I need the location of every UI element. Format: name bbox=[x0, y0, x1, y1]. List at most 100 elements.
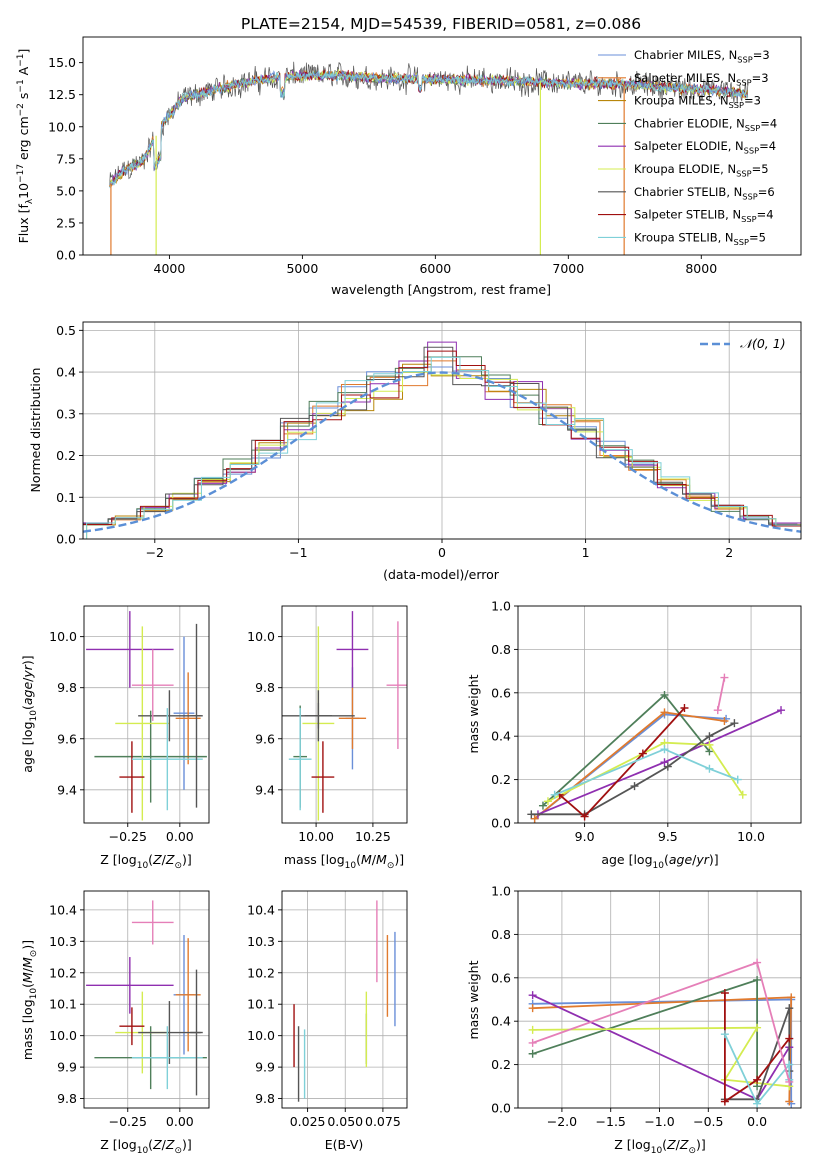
spectrum-xtick-label: 6000 bbox=[419, 261, 451, 276]
series-marker bbox=[720, 1097, 729, 1106]
series-marker bbox=[550, 790, 559, 799]
legend-entry-part: =3 bbox=[753, 48, 770, 62]
series-line bbox=[534, 711, 725, 820]
series-marker bbox=[753, 975, 762, 984]
legend-entry-part: SSP bbox=[736, 168, 751, 178]
weight-vs-z-xlabel-part: )] bbox=[696, 1137, 706, 1152]
age-vs-z-xlabel-part: ( bbox=[148, 852, 153, 867]
weight-vs-age-xlabel-part: )] bbox=[709, 852, 719, 867]
age-vs-mass-xlabel-part: )] bbox=[394, 852, 404, 867]
weight-vs-z-xtick-label: −1.5 bbox=[596, 1114, 626, 1129]
gaussian-curve bbox=[83, 371, 801, 533]
legend-entry: Chabrier ELODIE, NSSP=4 bbox=[634, 116, 777, 132]
mass-vs-z-xtick-label: −0.25 bbox=[109, 1114, 147, 1129]
spectrum-ylabel-part: −1 bbox=[16, 54, 26, 67]
age-vs-mass-xlabel-part: 10 bbox=[345, 861, 357, 871]
spectrum-ylabel-part: λ bbox=[25, 198, 35, 204]
series-marker bbox=[785, 1034, 794, 1043]
age-vs-z-ylabel-part: 10 bbox=[29, 710, 39, 722]
series-marker bbox=[785, 1060, 794, 1069]
residuals-ytick-label: 0.5 bbox=[56, 323, 76, 338]
age-vs-z-xlabel-part: )] bbox=[182, 852, 192, 867]
residuals-xlabel: (data-model)/error bbox=[383, 567, 500, 582]
series-marker bbox=[580, 812, 589, 821]
mass-vs-z-xlabel-part: / bbox=[162, 1137, 167, 1152]
mass-vs-z-ylabel-part: ⊙ bbox=[29, 950, 39, 958]
series-marker bbox=[538, 801, 547, 810]
series-line bbox=[532, 1026, 790, 1088]
spectrum-line bbox=[109, 70, 749, 189]
mass-vs-z-ytick-label: 9.9 bbox=[57, 1060, 77, 1075]
legend-entry-part: SSP bbox=[745, 123, 760, 133]
residuals-xtick-label: 1 bbox=[582, 545, 590, 560]
spectrum-axes bbox=[109, 61, 749, 255]
mass-vs-ebv-plot-area bbox=[293, 900, 396, 1102]
legend-entry-part: =5 bbox=[752, 162, 769, 176]
age-vs-mass-xlabel-part: M bbox=[361, 852, 372, 867]
weight-vs-z-plot-area bbox=[528, 958, 796, 1108]
series-line bbox=[724, 993, 791, 1104]
mass-vs-z-xtick-label: 0.00 bbox=[166, 1114, 194, 1129]
weight-vs-z-ytick-label: 0.6 bbox=[491, 970, 511, 985]
mass-vs-ebv-ytick-label: 10.1 bbox=[247, 997, 275, 1012]
age-vs-z-xlabel-part: Z bbox=[152, 852, 162, 867]
weight-vs-age-xtick-label: 10.0 bbox=[737, 829, 765, 844]
weight-vs-age-xlabel-part: / bbox=[692, 852, 697, 867]
series-marker bbox=[753, 1023, 762, 1032]
series-marker bbox=[663, 762, 672, 771]
mass-vs-z-xlabel: Z [log10(Z/Z⊙)] bbox=[100, 1137, 192, 1156]
series-marker bbox=[730, 719, 739, 728]
mass-vs-z-spines bbox=[83, 890, 210, 1109]
residuals-ytick-label: 0.2 bbox=[56, 448, 76, 463]
weight-vs-z-xtick-label: −2.0 bbox=[547, 1114, 577, 1129]
series-marker bbox=[720, 673, 729, 682]
age-vs-z-ylabel-part: age bbox=[20, 682, 35, 706]
residual-histogram bbox=[86, 363, 801, 539]
series-line bbox=[559, 707, 686, 818]
mass-vs-z-ytick-label: 10.4 bbox=[49, 902, 77, 917]
age-vs-mass-xlabel-part: ( bbox=[356, 852, 361, 867]
spectrum-ytick-label: 15.0 bbox=[48, 55, 76, 70]
weight-vs-z-xlabel-part: Z bbox=[666, 1137, 676, 1152]
series-marker bbox=[638, 749, 647, 758]
series-marker bbox=[528, 1049, 537, 1058]
mass-vs-z-axes bbox=[84, 891, 209, 1108]
legend-entry-part: SSP bbox=[734, 237, 749, 247]
series-marker bbox=[720, 988, 729, 997]
series-marker bbox=[543, 797, 552, 806]
residual-histogram bbox=[83, 346, 798, 525]
spectrum-xtick-label: 7000 bbox=[552, 261, 584, 276]
mass-vs-z-ylabel-part: )] bbox=[20, 940, 35, 950]
legend-entry-part: Chabrier ELODIE, N bbox=[634, 116, 745, 130]
weight-vs-z-xtick-label: 0.0 bbox=[747, 1114, 767, 1129]
age-vs-z-xlabel-part: / bbox=[162, 852, 167, 867]
age-vs-z-xlabel: Z [log10(Z/Z⊙)] bbox=[100, 852, 192, 871]
mass-vs-z-ytick-label: 9.8 bbox=[57, 1091, 77, 1106]
series-line bbox=[532, 978, 758, 1087]
series-line bbox=[724, 1033, 791, 1106]
mass-vs-ebv-spines bbox=[281, 890, 408, 1109]
mass-vs-z-ylabel-part: M bbox=[20, 957, 35, 968]
spectrum-ytick-label: 12.5 bbox=[48, 87, 76, 102]
series-marker bbox=[753, 1075, 762, 1084]
weight-vs-z-xlabel-part: Z [log bbox=[614, 1137, 650, 1152]
legend-entry-part: SSP bbox=[737, 54, 752, 64]
series-marker bbox=[785, 1097, 794, 1106]
residuals-xtick-label: −1 bbox=[289, 545, 307, 560]
mass-vs-ebv-xtick-label: 0.050 bbox=[327, 1114, 363, 1129]
spectrum-xtick-label: 8000 bbox=[685, 261, 717, 276]
weight-vs-z-axes bbox=[518, 890, 801, 1109]
legend-entry-part: Salpeter STELIB, N bbox=[634, 208, 741, 222]
age-vs-z-xtick-label: −0.25 bbox=[109, 829, 147, 844]
series-line bbox=[716, 677, 726, 711]
series-line bbox=[537, 709, 782, 816]
mass-vs-z-xlabel-part: ( bbox=[148, 1137, 153, 1152]
series-marker bbox=[733, 775, 742, 784]
series-line bbox=[532, 998, 793, 1104]
series-marker bbox=[528, 1004, 537, 1013]
weight-vs-z-ytick-label: 0.2 bbox=[491, 1057, 511, 1072]
spectrum-plot-area bbox=[109, 61, 749, 255]
series-marker bbox=[528, 991, 537, 1000]
age-vs-mass-ytick-label: 9.6 bbox=[255, 731, 275, 746]
